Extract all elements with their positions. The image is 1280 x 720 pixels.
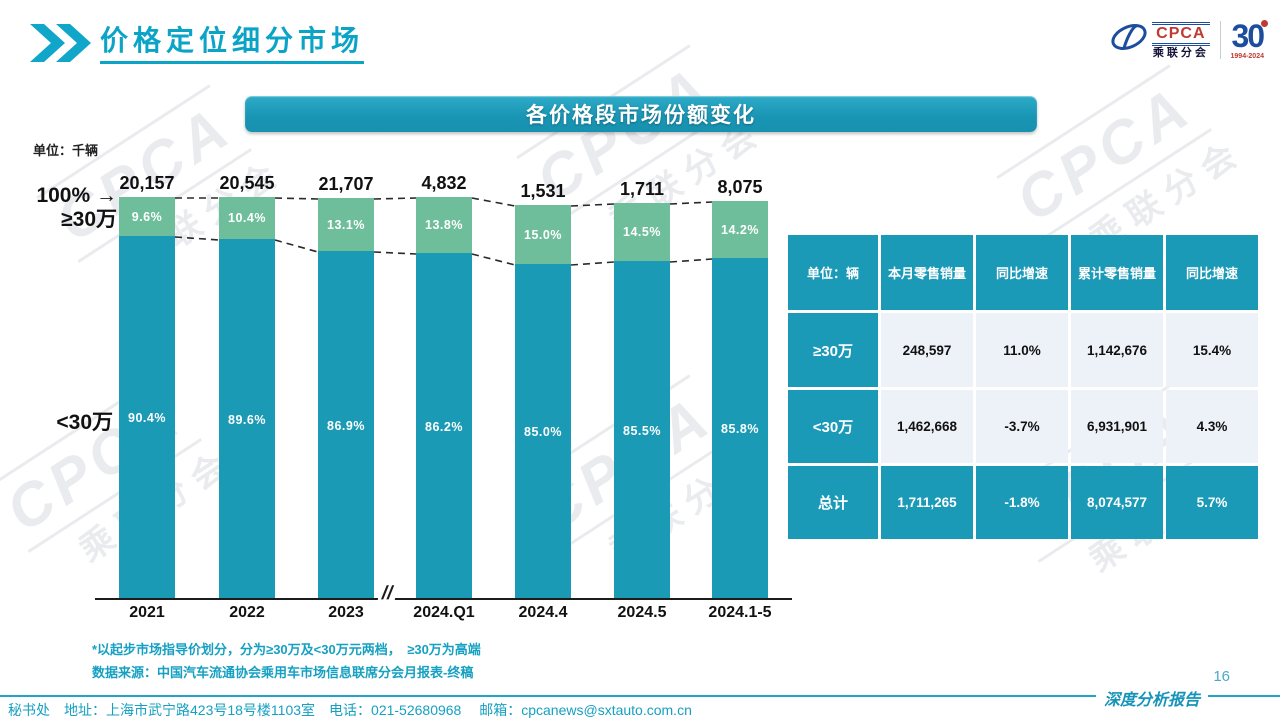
x-axis-label: 2024.5 <box>617 604 667 621</box>
bar-segment-ge30: 14.2% <box>712 201 768 258</box>
anniversary-number: 30 <box>1231 18 1269 54</box>
retail-sales-table: 单位：辆 本月零售销量 同比增速 累计零售销量 同比增速 ≥30万 248,597 11.0%… <box>788 235 1258 539</box>
cpca-logo: CPCA 乘联分会 <box>1110 20 1210 60</box>
axis-left-labels: 100% → ≥30万 <box>25 184 117 232</box>
logo-divider <box>1219 21 1221 59</box>
x-axis-line <box>95 598 792 600</box>
table-cell: 5.7% <box>1166 466 1258 539</box>
table-cell: 4.3% <box>1166 390 1258 463</box>
series-label-lt30: <30万 <box>56 411 113 434</box>
cpca-acronym: CPCA <box>1152 21 1210 46</box>
x-axis-label: 2024.Q1 <box>413 604 475 621</box>
bar-segment-ge30: 15.0% <box>515 205 571 264</box>
x-axis-label: 2022 <box>229 604 265 621</box>
brand-logos: CPCA 乘联分会 30 1994-2024 <box>1110 18 1269 60</box>
table-cell: -3.7% <box>976 390 1068 463</box>
bar-segment-ge30: 13.8% <box>416 197 472 253</box>
table-header-cell: 同比增速 <box>1166 235 1258 310</box>
table-cell: 1,462,668 <box>881 390 973 463</box>
table-cell: 8,074,577 <box>1071 466 1163 539</box>
bar-segment-lt30: 90.4% <box>119 236 175 600</box>
footer-divider-line <box>0 695 1280 697</box>
table-row-label: ≥30万 <box>788 313 878 387</box>
bar-segment-lt30: 85.5% <box>614 261 670 600</box>
bar-total-label: 1,711 <box>619 179 665 199</box>
report-type-label: 深度分析报告 <box>1095 686 1208 710</box>
cpca-swoosh-icon <box>1111 24 1147 50</box>
table-cell: 6,931,901 <box>1071 390 1163 463</box>
chart-banner-title: 各价格段市场份额变化 <box>245 96 1037 132</box>
bar-total-label: 21,707 <box>318 174 374 194</box>
table-cell: 11.0% <box>976 313 1068 387</box>
table-unit-header: 单位：辆 <box>788 235 878 310</box>
hundred-percent-text: 100% <box>36 184 91 207</box>
bar-segment-ge30: 10.4% <box>219 197 275 239</box>
hundred-percent-label: 100% → <box>25 184 117 208</box>
anniversary-dot-icon <box>1261 20 1269 27</box>
bar-total-label: 20,545 <box>219 173 275 193</box>
bar-total-label: 8,075 <box>717 177 763 197</box>
x-axis-label: 2024.1-5 <box>708 604 772 621</box>
bar-segment-lt30: 85.0% <box>515 264 571 600</box>
arrow-right-icon: → <box>96 184 117 207</box>
series-label-ge30: ≥30万 <box>61 208 117 231</box>
bar-total-label: 20,157 <box>119 173 175 193</box>
table-row-label: 总计 <box>788 466 878 539</box>
bar-total-label: 4,832 <box>421 173 467 193</box>
table-header-cell: 同比增速 <box>976 235 1068 310</box>
page-number: 16 <box>1213 668 1230 685</box>
table-cell: 15.4% <box>1166 313 1258 387</box>
bar-segment-lt30: 89.6% <box>219 239 275 600</box>
bar-segment-lt30: 86.2% <box>416 253 472 600</box>
x-axis-label: 2021 <box>129 604 165 621</box>
anniversary-logo: 30 1994-2024 <box>1230 18 1269 60</box>
cpca-wordmark: CPCA 乘联分会 <box>1152 21 1210 59</box>
x-axis-label: 2024.4 <box>518 604 568 621</box>
x-axis-label: 2023 <box>328 604 364 621</box>
table-cell: -1.8% <box>976 466 1068 539</box>
anniversary-30: 30 <box>1231 18 1265 54</box>
cpca-chinese-name: 乘联分会 <box>1152 46 1209 59</box>
table-row-label: <30万 <box>788 390 878 463</box>
footnote-data-source: 数据来源：中国汽车流通协会乘用车市场信息联席分会月报表-终稿 <box>92 665 474 680</box>
bar-segment-ge30: 9.6% <box>119 197 175 236</box>
footer-contact-info: 秘书处 地址：上海市武宁路423号18号楼1103室 电话：021-526809… <box>8 702 692 718</box>
bar-segment-ge30: 13.1% <box>318 198 374 251</box>
table-header-cell: 累计零售销量 <box>1071 235 1163 310</box>
unit-label: 单位：千辆 <box>33 143 99 158</box>
bar-segment-lt30: 85.8% <box>712 258 768 600</box>
page-header: 价格定位细分市场 <box>30 24 365 64</box>
table-header-cell: 本月零售销量 <box>881 235 973 310</box>
footnote-classification: *以起步市场指导价划分，分为≥30万及<30万元两档， ≥30万为高端 <box>92 642 481 657</box>
anniversary-years: 1994-2024 <box>1230 53 1264 60</box>
table-cell: 1,711,265 <box>881 466 973 539</box>
bar-segment-lt30: 86.9% <box>318 251 374 600</box>
double-chevron-icon <box>30 24 91 62</box>
table-cell: 248,597 <box>881 313 973 387</box>
axis-break-icon: // <box>376 583 398 605</box>
bar-segment-ge30: 14.5% <box>614 203 670 261</box>
table-cell: 1,142,676 <box>1071 313 1163 387</box>
bar-total-label: 1,531 <box>520 181 566 201</box>
page-title: 价格定位细分市场 <box>100 24 365 64</box>
